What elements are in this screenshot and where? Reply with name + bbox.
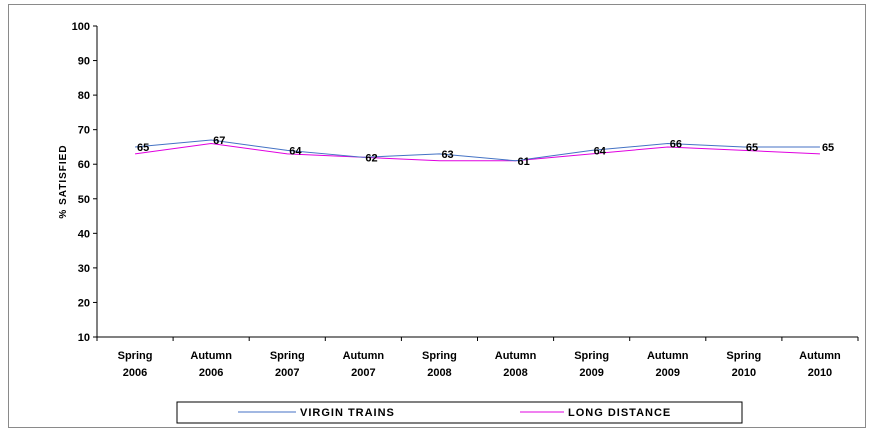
series-line-long-distance bbox=[134, 142, 820, 162]
x-tick-label: Autumn bbox=[647, 350, 689, 362]
x-tick-label: 2006 bbox=[199, 367, 223, 379]
x-tick-label: Spring bbox=[422, 350, 457, 362]
x-tick-label: 2010 bbox=[808, 367, 832, 379]
data-label: 64 bbox=[594, 145, 607, 157]
legend-box bbox=[176, 401, 743, 424]
series-line-virgin-trains bbox=[135, 139, 820, 162]
series-lines bbox=[134, 139, 820, 162]
data-label: 67 bbox=[213, 135, 225, 147]
data-label: 63 bbox=[441, 149, 453, 161]
data-labels: 65 67 64 62 63 61 64 66 65 65 bbox=[137, 135, 834, 168]
axes bbox=[96, 26, 858, 338]
y-axis-ticks: 10 20 30 40 50 60 70 80 90 100 bbox=[72, 21, 97, 344]
y-tick-label: 50 bbox=[78, 194, 90, 206]
y-tick-label: 40 bbox=[78, 228, 90, 240]
x-tick-label: Autumn bbox=[495, 350, 537, 362]
data-label: 65 bbox=[746, 142, 758, 154]
x-tick-label: Autumn bbox=[799, 350, 841, 362]
x-tick-label: Spring bbox=[726, 350, 761, 362]
y-axis-title: % SATISFIED bbox=[58, 144, 69, 218]
x-tick-label: Autumn bbox=[190, 350, 232, 362]
chart-frame bbox=[8, 4, 866, 428]
x-tick-label: 2009 bbox=[656, 367, 680, 379]
y-tick-label: 20 bbox=[78, 297, 90, 309]
x-tick-label: Spring bbox=[118, 350, 153, 362]
legend: VIRGIN TRAINS LONG DISTANCE bbox=[176, 401, 743, 424]
y-tick-label: 30 bbox=[78, 263, 90, 275]
y-tick-label: 60 bbox=[78, 159, 90, 171]
data-label: 65 bbox=[822, 142, 834, 154]
x-tick-label: 2010 bbox=[732, 367, 756, 379]
y-tick-label: 10 bbox=[78, 332, 90, 344]
data-label: 62 bbox=[365, 152, 377, 164]
x-tick-label: 2007 bbox=[351, 367, 375, 379]
y-tick-label: 80 bbox=[78, 90, 90, 102]
x-tick-label: Autumn bbox=[343, 350, 385, 362]
x-axis-ticks: Spring 2006 Autumn 2006 Spring 2007 Autumn 2007… bbox=[96, 337, 859, 379]
x-tick-label: 2006 bbox=[123, 367, 147, 379]
data-label: 65 bbox=[137, 142, 149, 154]
legend-label-long-distance: LONG DISTANCE bbox=[568, 407, 671, 419]
y-tick-label: 70 bbox=[78, 125, 90, 137]
x-tick-label: Spring bbox=[574, 350, 609, 362]
x-tick-label: 2008 bbox=[427, 367, 451, 379]
y-tick-label: 100 bbox=[72, 21, 90, 33]
data-label: 61 bbox=[518, 156, 530, 168]
legend-label-virgin-trains: VIRGIN TRAINS bbox=[300, 407, 395, 419]
data-label: 66 bbox=[670, 138, 682, 150]
y-tick-label: 90 bbox=[78, 56, 90, 68]
x-tick-label: 2007 bbox=[275, 367, 299, 379]
x-tick-label: 2009 bbox=[579, 367, 603, 379]
data-label: 64 bbox=[289, 145, 302, 157]
x-tick-label: 2008 bbox=[503, 367, 527, 379]
x-tick-label: Spring bbox=[270, 350, 305, 362]
